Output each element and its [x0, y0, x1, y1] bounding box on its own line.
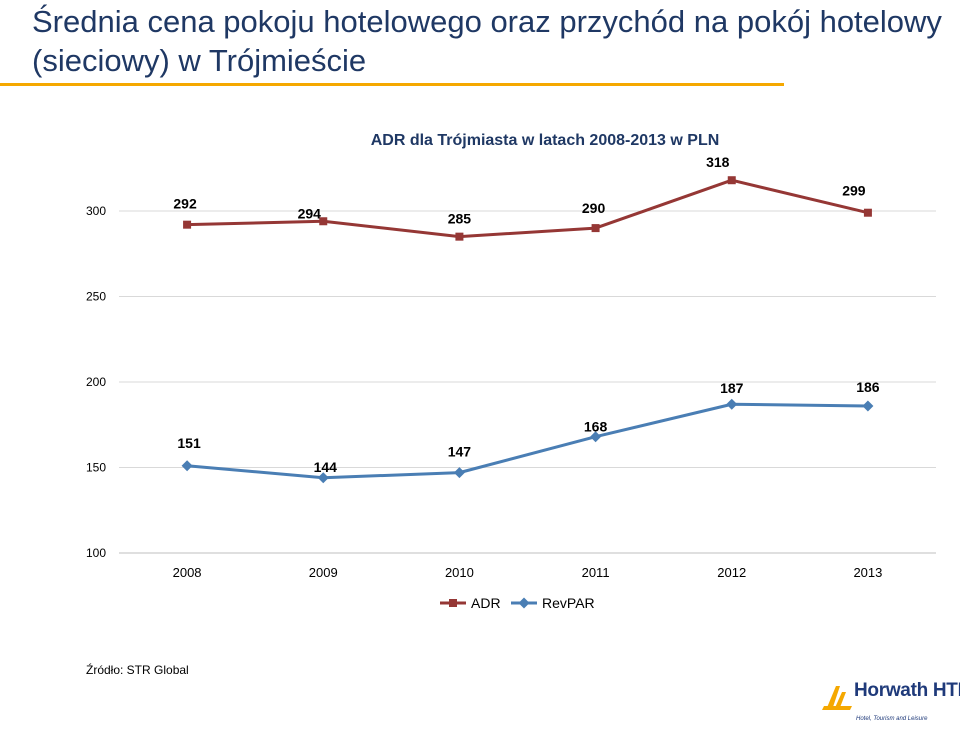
title-accent-rule [0, 83, 784, 86]
y-tick-label: 100 [86, 546, 106, 560]
y-tick-label: 150 [86, 461, 106, 475]
adr-point [727, 176, 736, 185]
legend-label: ADR [471, 595, 501, 611]
data-label: 187 [720, 380, 744, 396]
adr-point [863, 208, 872, 217]
x-tick-label: 2013 [853, 565, 882, 580]
legend-item-revpar: RevPAR [511, 595, 595, 611]
x-tick-label: 2011 [582, 565, 610, 580]
data-label: 299 [842, 183, 866, 199]
revpar-point [181, 460, 193, 472]
revpar-line [186, 402, 868, 480]
revpar-point [453, 467, 465, 479]
revpar-point [317, 472, 329, 484]
revpar-point [590, 431, 602, 443]
chart-title: ADR dla Trójmiasta w latach 2008-2013 w … [371, 132, 720, 149]
revpar-point [726, 398, 738, 410]
legend-item-adr: ADR [440, 595, 501, 611]
y-axis-ticks: 100 150 200 250 300 [86, 204, 106, 560]
adr-point [319, 217, 328, 226]
data-label: 186 [856, 379, 880, 395]
x-tick-label: 2010 [445, 565, 474, 580]
data-label: 294 [298, 205, 322, 221]
data-label: 147 [448, 444, 472, 460]
data-label: 318 [706, 154, 730, 170]
legend-swatch-marker [449, 599, 457, 607]
y-tick-label: 200 [86, 375, 106, 389]
data-label: 151 [177, 435, 201, 451]
x-tick-label: 2008 [173, 565, 202, 580]
data-label: 290 [582, 200, 606, 216]
source-note: Źródło: STR Global [86, 663, 189, 677]
data-label: 168 [584, 419, 608, 435]
logo-mark-icon [822, 686, 852, 710]
data-label: 292 [173, 196, 197, 212]
gridlines [119, 210, 936, 554]
revpar-point [862, 400, 874, 412]
y-tick-label: 300 [86, 204, 106, 218]
x-tick-label: 2009 [309, 565, 338, 580]
logo-tagline: Hotel, Tourism and Leisure [856, 716, 928, 722]
adr-point [455, 232, 464, 241]
legend: ADR RevPAR [440, 595, 595, 611]
legend-swatch-marker [518, 597, 530, 609]
data-label: 144 [314, 459, 338, 475]
series-adr: 292 294 285 290 318 299 [173, 154, 872, 241]
horwath-htl-logo: Horwath HTL Hotel, Tourism and Leisure [822, 676, 960, 728]
legend-label: RevPAR [542, 595, 595, 611]
logo-name: Horwath HTL [854, 680, 960, 701]
x-axis-ticks: 2008 2009 2010 2011 2012 2013 [173, 565, 883, 580]
series-lines: 292 294 285 290 318 299 151 144 147 168 187 186 [173, 154, 880, 484]
adr-point [591, 224, 600, 233]
adr-line [187, 178, 869, 239]
adr-point [183, 220, 192, 229]
slide-title: Średnia cena pokoju hotelowego oraz przy… [32, 4, 942, 78]
y-tick-label: 250 [86, 290, 106, 304]
data-label: 285 [448, 211, 472, 227]
x-tick-label: 2012 [717, 565, 746, 580]
series-revpar: 151 144 147 168 187 186 [177, 379, 880, 484]
